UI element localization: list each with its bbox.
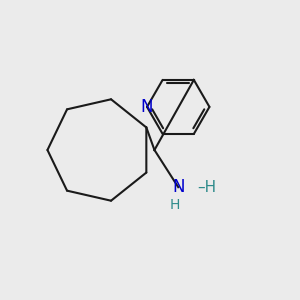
Text: –H: –H xyxy=(198,180,217,195)
Text: N: N xyxy=(141,98,153,116)
Text: N: N xyxy=(172,178,185,196)
Text: H: H xyxy=(170,198,181,212)
